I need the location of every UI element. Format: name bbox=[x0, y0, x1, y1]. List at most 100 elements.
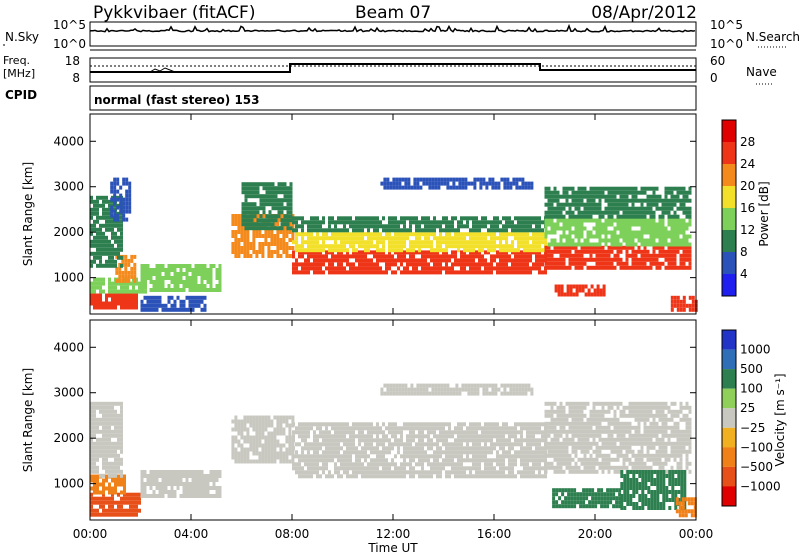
heatmap-cell bbox=[523, 236, 526, 241]
heatmap-cell bbox=[521, 185, 525, 190]
heatmap-cell bbox=[102, 199, 105, 204]
heatmap-cell bbox=[370, 270, 373, 275]
heatmap-cell bbox=[158, 264, 162, 268]
heatmap-cell bbox=[544, 202, 548, 207]
heatmap-cell bbox=[529, 216, 532, 221]
heatmap-cell bbox=[253, 214, 257, 219]
heatmap-cell bbox=[505, 450, 508, 455]
heatmap-cell bbox=[556, 257, 560, 262]
heatmap-cell bbox=[580, 222, 584, 227]
heatmap-cell bbox=[493, 220, 496, 225]
heatmap-cell bbox=[472, 458, 475, 463]
heatmap-cell bbox=[430, 438, 433, 443]
heatmap-cell bbox=[667, 210, 671, 215]
heatmap-cell bbox=[436, 434, 439, 439]
heatmap-cell bbox=[325, 232, 328, 237]
heatmap-cell bbox=[397, 446, 400, 451]
heatmap-cell bbox=[93, 289, 96, 294]
heatmap-cell bbox=[520, 236, 523, 241]
heatmap-cell bbox=[261, 431, 265, 436]
heatmap-cell bbox=[415, 228, 418, 233]
heatmap-cell bbox=[604, 186, 608, 191]
heatmap-cell bbox=[439, 430, 442, 435]
heatmap-cell bbox=[355, 220, 358, 225]
heatmap-cell bbox=[96, 195, 99, 200]
heatmap-cell bbox=[285, 254, 289, 258]
heatmap-cell bbox=[601, 186, 605, 191]
heatmap-cell bbox=[349, 450, 352, 455]
heatmap-cell bbox=[466, 216, 469, 221]
heatmap-cell bbox=[550, 261, 554, 266]
heatmap-cell bbox=[120, 401, 123, 406]
heatmap-cell bbox=[117, 469, 120, 474]
heatmap-cell bbox=[463, 236, 466, 241]
heatmap-cell bbox=[406, 248, 409, 253]
heatmap-cell bbox=[430, 250, 433, 255]
heatmap-cell bbox=[409, 462, 412, 467]
heatmap-cell bbox=[520, 224, 523, 229]
heatmap-cell bbox=[661, 230, 665, 235]
heatmap-cell bbox=[203, 482, 207, 486]
heatmap-cell bbox=[102, 482, 105, 487]
heatmap-cell bbox=[475, 458, 478, 463]
heatmap-cell bbox=[176, 470, 180, 474]
heatmap-cell bbox=[173, 470, 177, 474]
heatmap-cell bbox=[473, 181, 477, 186]
heatmap-cell bbox=[310, 220, 313, 225]
heatmap-cell bbox=[526, 458, 529, 463]
heatmap-cell bbox=[241, 222, 245, 227]
heatmap-cell bbox=[422, 181, 426, 186]
heatmap-cell bbox=[310, 228, 313, 233]
heatmap-cell bbox=[135, 512, 138, 517]
heatmap-cell bbox=[334, 254, 337, 259]
heatmap-cell bbox=[334, 426, 337, 431]
heatmap-cell bbox=[484, 250, 487, 255]
heatmap-cell bbox=[640, 202, 644, 207]
heatmap-cell bbox=[400, 248, 403, 253]
heatmap-cell bbox=[676, 299, 680, 304]
heatmap-cell bbox=[331, 262, 334, 267]
heatmap-cell bbox=[397, 474, 400, 479]
heatmap-cell bbox=[502, 270, 505, 275]
heatmap-cell bbox=[179, 268, 183, 272]
heatmap-cell bbox=[358, 266, 361, 271]
heatmap-cell bbox=[421, 434, 424, 439]
heatmap-cell bbox=[418, 442, 421, 447]
heatmap-cell bbox=[470, 391, 474, 396]
heatmap-cell bbox=[108, 445, 111, 450]
heatmap-cell bbox=[631, 210, 635, 215]
heatmap-cell bbox=[538, 240, 541, 245]
heatmap-cell bbox=[301, 430, 304, 435]
heatmap-cell bbox=[562, 190, 566, 195]
heatmap-cell bbox=[179, 478, 183, 482]
heatmap-cell bbox=[270, 443, 274, 448]
heatmap-cell bbox=[394, 434, 397, 439]
heatmap-cell bbox=[433, 220, 436, 225]
heatmap-cell bbox=[628, 214, 632, 219]
heatmap-cell bbox=[658, 198, 662, 203]
heatmap-cell bbox=[430, 430, 433, 435]
heatmap-cell bbox=[445, 258, 448, 263]
heatmap-cell bbox=[454, 240, 457, 245]
heatmap-cell bbox=[406, 232, 409, 237]
heatmap-cell bbox=[508, 254, 511, 259]
heatmap-cell bbox=[124, 270, 128, 275]
heatmap-cell bbox=[259, 218, 263, 223]
heatmap-cell bbox=[93, 461, 96, 466]
heatmap-cell bbox=[598, 230, 602, 235]
heatmap-cell bbox=[463, 430, 466, 435]
heatmap-cell bbox=[514, 454, 517, 459]
heatmap-cell bbox=[271, 222, 275, 227]
heatmap-cell bbox=[114, 401, 117, 406]
heatmap-cell bbox=[460, 454, 463, 459]
heatmap-cell bbox=[607, 265, 611, 270]
heatmap-cell bbox=[259, 226, 263, 231]
heatmap-cell bbox=[234, 222, 238, 226]
heatmap-cell bbox=[164, 307, 168, 312]
heatmap-cell bbox=[349, 474, 352, 479]
heatmap-cell bbox=[379, 248, 382, 253]
heatmap-cell bbox=[271, 226, 275, 231]
heatmap-cell bbox=[143, 490, 147, 494]
heatmap-cell bbox=[463, 254, 466, 259]
